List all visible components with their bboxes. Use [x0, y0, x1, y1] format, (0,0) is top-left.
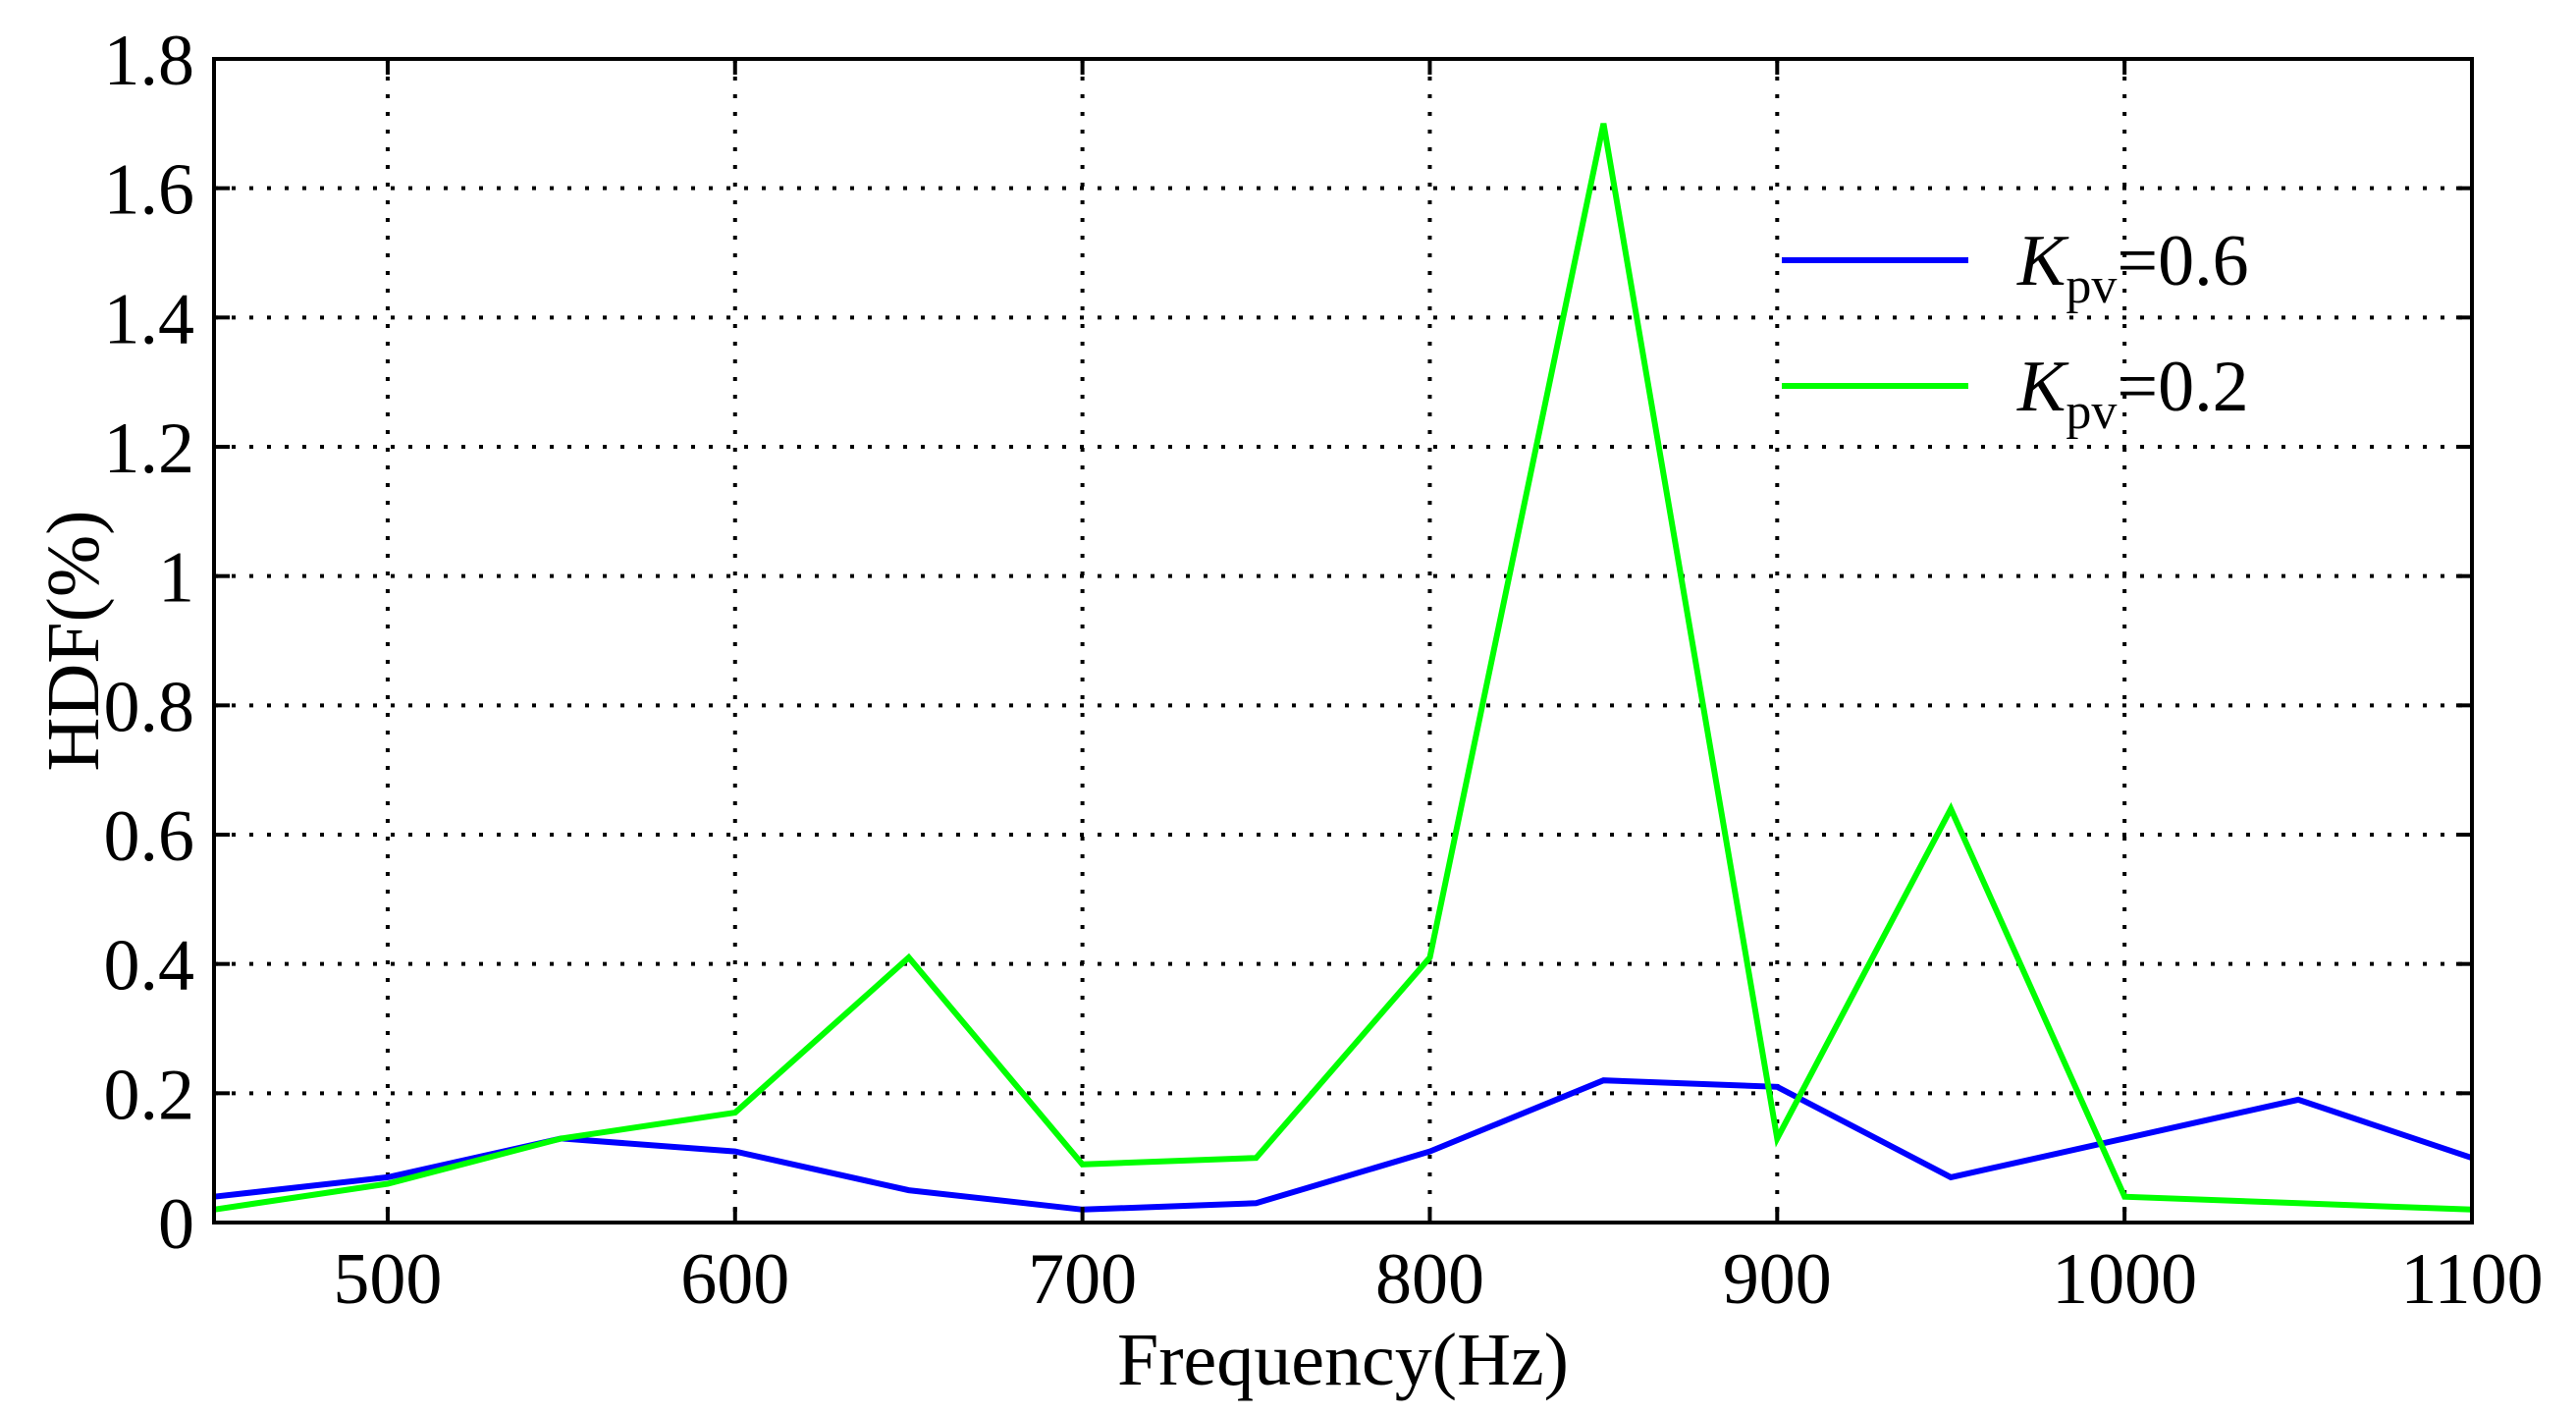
- plot-area-frame: [212, 57, 2474, 1225]
- y-tick-label: 0.4: [104, 926, 195, 1007]
- y-tick-label: 0.8: [104, 667, 195, 747]
- x-axis-tick-labels: 500 600 700 800 900 1000 1100: [333, 1239, 2543, 1320]
- y-axis-tick-labels: 0 0.2 0.4 0.6 0.8 1 1.2 1.4 1.6 1.8: [104, 21, 195, 1265]
- series-layer: [213, 123, 2473, 1213]
- y-tick-label: 0.6: [104, 796, 195, 877]
- x-tick-label: 700: [1028, 1239, 1137, 1320]
- x-tick-label: 600: [680, 1239, 789, 1320]
- y-axis-title: HDF(%): [32, 511, 115, 772]
- legend-label-2: Kpv=0.2: [2016, 347, 2249, 440]
- legend-label-1: Kpv=0.6: [2016, 221, 2249, 314]
- x-tick-label: 500: [333, 1239, 442, 1320]
- y-tick-label: 1: [158, 538, 194, 619]
- y-tick-label: 0.2: [104, 1055, 195, 1135]
- series-line-2: [213, 123, 2473, 1213]
- x-tick-label: 1000: [2052, 1239, 2197, 1320]
- y-tick-label: 1.6: [104, 150, 195, 231]
- y-tick-label: 1.2: [104, 408, 195, 489]
- x-tick-label: 1100: [2400, 1239, 2543, 1320]
- y-tick-label: 1.4: [104, 279, 195, 359]
- legend: Kpv=0.6 Kpv=0.2: [1782, 221, 2249, 440]
- y-tick-label: 0: [158, 1184, 194, 1265]
- x-tick-label: 800: [1375, 1239, 1484, 1320]
- x-axis-title: Frequency(Hz): [1117, 1319, 1569, 1401]
- x-tick-label: 900: [1723, 1239, 1832, 1320]
- series-line-1: [213, 1077, 2473, 1213]
- axis-ticks: [214, 57, 2474, 1225]
- y-tick-label: 1.8: [104, 21, 195, 101]
